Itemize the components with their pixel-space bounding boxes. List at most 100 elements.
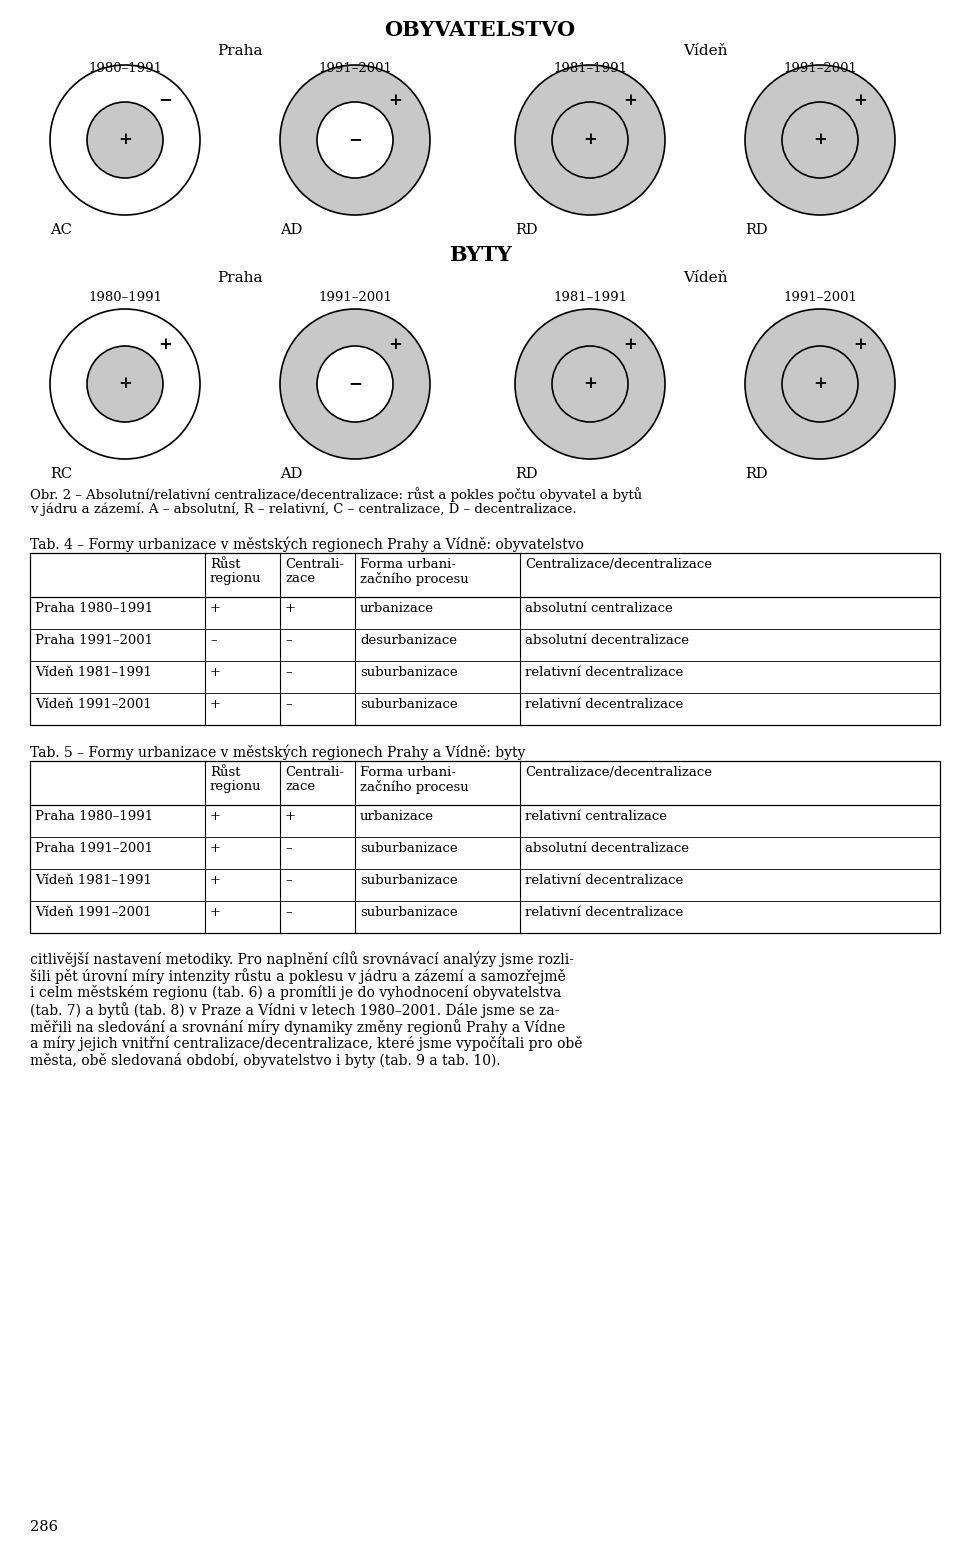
Text: RD: RD <box>745 223 768 237</box>
Text: Vídeň: Vídeň <box>683 43 728 57</box>
Text: OBYVATELSTVO: OBYVATELSTVO <box>384 20 576 40</box>
Text: 1991–2001: 1991–2001 <box>318 291 392 304</box>
Text: AC: AC <box>50 223 72 237</box>
Text: −: − <box>158 91 172 108</box>
Text: AD: AD <box>280 467 302 480</box>
Text: začního procesu: začního procesu <box>360 780 468 794</box>
Text: suburbanizace: suburbanizace <box>360 666 458 679</box>
Text: AD: AD <box>280 223 302 237</box>
Text: –: – <box>210 634 217 646</box>
Text: Tab. 4 – Formy urbanizace v městských regionech Prahy a Vídně: obyvatelstvo: Tab. 4 – Formy urbanizace v městských re… <box>30 536 584 552</box>
Text: zace: zace <box>285 572 315 584</box>
Text: i celm městském regionu (tab. 6) a promítli je do vyhodnocení obyvatelstva: i celm městském regionu (tab. 6) a promí… <box>30 984 562 1000</box>
Text: +: + <box>813 375 827 392</box>
Text: relativní decentralizace: relativní decentralizace <box>525 907 684 919</box>
Text: –: – <box>285 874 292 887</box>
Circle shape <box>50 308 200 459</box>
Text: Praha 1991–2001: Praha 1991–2001 <box>35 634 153 646</box>
Text: 1991–2001: 1991–2001 <box>783 62 857 74</box>
Text: urbanizace: urbanizace <box>360 811 434 823</box>
Text: desurbanizace: desurbanizace <box>360 634 457 646</box>
Text: Centrali-: Centrali- <box>285 558 344 570</box>
Text: města, obě sledovaná období, obyvatelstvo i byty (tab. 9 a tab. 10).: města, obě sledovaná období, obyvatelstv… <box>30 1052 500 1068</box>
Text: +: + <box>158 335 172 352</box>
Bar <box>30 761 940 933</box>
Text: zace: zace <box>285 780 315 794</box>
Text: (tab. 7) a bytů (tab. 8) v Praze a Vídni v letech 1980–2001. Dále jsme se za-: (tab. 7) a bytů (tab. 8) v Praze a Vídni… <box>30 1001 560 1018</box>
Text: 1981–1991: 1981–1991 <box>553 62 627 74</box>
Text: +: + <box>388 91 402 108</box>
Text: +: + <box>623 335 636 352</box>
Text: 1991–2001: 1991–2001 <box>318 62 392 74</box>
Text: +: + <box>853 335 867 352</box>
Text: BYTY: BYTY <box>448 245 512 265</box>
Circle shape <box>317 346 393 422</box>
Text: +: + <box>853 91 867 108</box>
Text: urbanizace: urbanizace <box>360 601 434 615</box>
Text: Praha: Praha <box>217 43 263 57</box>
Text: absolutní centralizace: absolutní centralizace <box>525 601 673 615</box>
Text: –: – <box>285 842 292 856</box>
Text: relativní decentralizace: relativní decentralizace <box>525 666 684 679</box>
Text: Centrali-: Centrali- <box>285 766 344 780</box>
Circle shape <box>280 65 430 215</box>
Text: +: + <box>813 132 827 149</box>
Text: Praha: Praha <box>217 271 263 285</box>
Text: suburbanizace: suburbanizace <box>360 874 458 887</box>
Text: +: + <box>210 601 221 615</box>
Text: Růst: Růst <box>210 766 241 780</box>
Text: začního procesu: začního procesu <box>360 572 468 586</box>
Text: 1981–1991: 1981–1991 <box>553 291 627 304</box>
Text: absolutní decentralizace: absolutní decentralizace <box>525 634 689 646</box>
Text: Vídeň: Vídeň <box>683 271 728 285</box>
Text: Praha 1991–2001: Praha 1991–2001 <box>35 842 153 856</box>
Text: regionu: regionu <box>210 780 262 794</box>
Text: RD: RD <box>515 467 538 480</box>
Text: absolutní decentralizace: absolutní decentralizace <box>525 842 689 856</box>
Text: RC: RC <box>50 467 72 480</box>
Text: Centralizace/decentralizace: Centralizace/decentralizace <box>525 558 712 570</box>
Text: +: + <box>583 132 597 149</box>
Text: Růst: Růst <box>210 558 241 570</box>
Text: 286: 286 <box>30 1521 58 1534</box>
Circle shape <box>515 308 665 459</box>
Text: Obr. 2 – Absolutní/relativní centralizace/decentralizace: růst a pokles počtu ob: Obr. 2 – Absolutní/relativní centralizac… <box>30 487 642 502</box>
Text: Vídeň 1981–1991: Vídeň 1981–1991 <box>35 874 152 887</box>
Text: –: – <box>285 666 292 679</box>
Text: −: − <box>348 375 362 392</box>
Text: regionu: regionu <box>210 572 262 584</box>
Text: Forma urbani-: Forma urbani- <box>360 558 456 570</box>
Text: 1991–2001: 1991–2001 <box>783 291 857 304</box>
Text: RD: RD <box>745 467 768 480</box>
Text: +: + <box>210 907 221 919</box>
Text: +: + <box>210 842 221 856</box>
Circle shape <box>552 102 628 178</box>
Text: Tab. 5 – Formy urbanizace v městských regionech Prahy a Vídně: byty: Tab. 5 – Formy urbanizace v městských re… <box>30 746 525 761</box>
Text: RD: RD <box>515 223 538 237</box>
Circle shape <box>317 102 393 178</box>
Text: +: + <box>285 811 296 823</box>
Text: Forma urbani-: Forma urbani- <box>360 766 456 780</box>
Text: relativní centralizace: relativní centralizace <box>525 811 667 823</box>
Text: +: + <box>583 375 597 392</box>
Text: suburbanizace: suburbanizace <box>360 698 458 711</box>
Circle shape <box>782 346 858 422</box>
Text: –: – <box>285 698 292 711</box>
Circle shape <box>87 346 163 422</box>
Text: Praha 1980–1991: Praha 1980–1991 <box>35 811 154 823</box>
Text: v jádru a zázemí. A – absolutní, R – relativní, C – centralizace, D – decentrali: v jádru a zázemí. A – absolutní, R – rel… <box>30 504 577 516</box>
Text: +: + <box>210 811 221 823</box>
Circle shape <box>515 65 665 215</box>
Text: a míry jejich vnitřní centralizace/decentralizace, které jsme vypočítali pro obě: a míry jejich vnitřní centralizace/decen… <box>30 1035 583 1051</box>
Circle shape <box>745 308 895 459</box>
Circle shape <box>552 346 628 422</box>
Text: 1980–1991: 1980–1991 <box>88 291 162 304</box>
Text: +: + <box>388 335 402 352</box>
Text: Vídeň 1981–1991: Vídeň 1981–1991 <box>35 666 152 679</box>
Circle shape <box>87 102 163 178</box>
Circle shape <box>50 65 200 215</box>
Text: Vídeň 1991–2001: Vídeň 1991–2001 <box>35 907 152 919</box>
Text: Centralizace/decentralizace: Centralizace/decentralizace <box>525 766 712 780</box>
Text: suburbanizace: suburbanizace <box>360 907 458 919</box>
Text: +: + <box>623 91 636 108</box>
